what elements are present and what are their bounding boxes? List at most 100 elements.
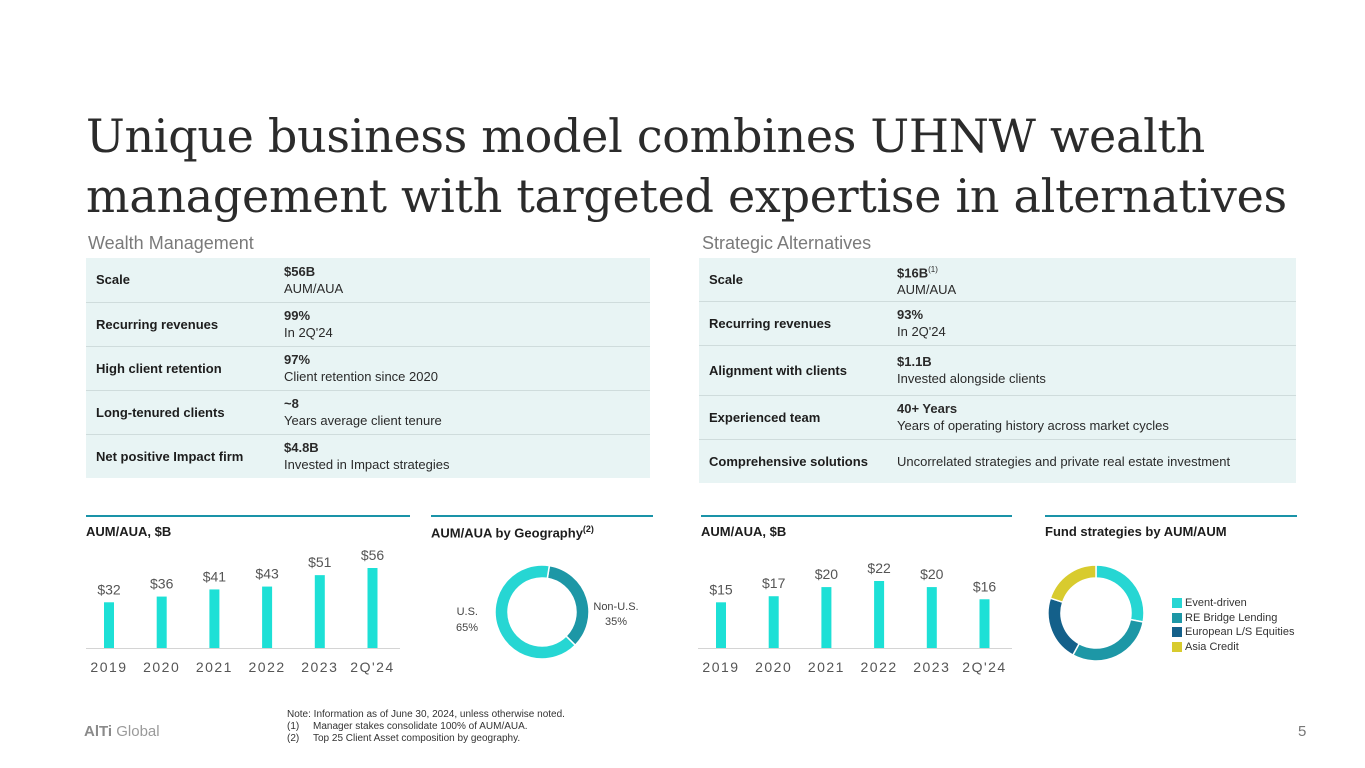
wealth-metrics-table: Scale $56B AUM/AUA Recurring revenues 99% In … <box>86 258 650 478</box>
sa-fund-slice <box>1049 564 1097 604</box>
wealth-row-value-cell: $4.8B Invested in Impact strategies <box>283 434 650 478</box>
footnote-2: (2) Top 25 Client Asset composition by ge… <box>287 733 565 745</box>
sa-fund-legend-swatch <box>1172 627 1182 638</box>
wealth-row-value: $4.8B <box>284 440 319 456</box>
sa-fund-legend-swatch <box>1172 598 1182 609</box>
wm-aum-category-label: 2021 <box>196 659 233 675</box>
wm-aum-category-label: 2020 <box>143 659 180 675</box>
sa-aum-bar <box>716 602 726 648</box>
wm-geo-label-non-us: Non-U.S. <box>593 601 638 613</box>
wm-aum-bar <box>104 602 114 648</box>
sa-fund-legend-label: European L/S Equities <box>1185 626 1295 639</box>
sa-fund-chart-title: Fund strategies by AUM/AUM <box>1045 515 1297 539</box>
alternatives-row-key: Alignment with clients <box>699 345 896 396</box>
sa-aum-chart-title: AUM/AUA, $B <box>701 515 1012 539</box>
footnote-1-text: Manager stakes consolidate 100% of AUM/A… <box>313 721 528 732</box>
sa-fund-slice <box>1071 618 1145 662</box>
wealth-row-subtext: Client retention since 2020 <box>284 369 438 384</box>
alternatives-row: Recurring revenues 93% In 2Q'24 <box>699 301 1296 346</box>
alternatives-row: Alignment with clients $1.1B Invested alon… <box>699 345 1296 396</box>
sa-fund-slice <box>1095 564 1145 623</box>
wealth-row-value: 97% <box>284 352 311 367</box>
sa-aum-data-label: $15 <box>709 581 733 597</box>
alternatives-row-subtext: AUM/AUA <box>897 281 957 297</box>
alternatives-row-key: Comprehensive solutions <box>709 453 868 469</box>
wealth-row-value: ~8 <box>284 396 299 411</box>
wm-aum-category-label: 2022 <box>249 659 286 675</box>
sa-aum-category-label: 2022 <box>861 659 898 675</box>
wm-aum-data-label: $51 <box>308 554 332 570</box>
wealth-row-subtext: In 2Q'24 <box>284 325 333 340</box>
wealth-row: Scale $56B AUM/AUA <box>86 258 650 303</box>
alternatives-row-value: $1.1B <box>897 354 932 369</box>
sa-aum-category-label: 2023 <box>913 659 950 675</box>
alternatives-row-footnote-ref: (1) <box>928 264 938 274</box>
alternatives-row-value-cell: 40+ Years Years of operating history acro… <box>896 395 1296 440</box>
page-title-line-2: management with targeted expertise in al… <box>86 169 1287 223</box>
sa-aum-category-label: 2Q'24 <box>962 659 1006 675</box>
wm-geo-slice <box>494 564 577 660</box>
alternatives-row-key: Recurring revenues <box>699 301 896 346</box>
sa-fund-legend-item: Asia Credit <box>1172 640 1294 655</box>
alternatives-row-key: Experienced team <box>699 395 896 440</box>
wm-geo-value-us: 65% <box>456 622 478 634</box>
wealth-row-value: $56B <box>284 263 316 279</box>
wealth-row-key: Recurring revenues <box>86 302 283 347</box>
sa-fund-legend-label: RE Bridge Lending <box>1185 611 1278 624</box>
wealth-row-subtext: Years average client tenure <box>284 413 442 428</box>
wealth-row-value-cell: $56B AUM/AUA <box>283 258 650 303</box>
wealth-row: Long-tenured clients ~8 Years average clie… <box>86 390 650 435</box>
strategic-alternatives-heading: Strategic Alternatives <box>702 233 872 253</box>
wealth-row-subtext: AUM/AUA <box>284 280 344 296</box>
page-title: Unique business model combines UHNW weal… <box>86 106 1346 226</box>
wealth-row: Recurring revenues 99% In 2Q'24 <box>86 302 650 347</box>
wealth-row-subtext: Invested in Impact strategies <box>284 457 450 473</box>
alternatives-metrics-table: Scale $16B(1) AUM/AUA Recurring revenues 93%… <box>699 258 1296 483</box>
sa-aum-category-label: 2021 <box>808 659 845 675</box>
sa-aum-bar <box>874 581 885 648</box>
logo-bold: AlTi <box>84 723 113 740</box>
page-number: 5 <box>1298 723 1307 740</box>
wealth-row-value-cell: 97% Client retention since 2020 <box>283 346 650 391</box>
alternatives-row-value-cell: Uncorrelated strategies and private real… <box>896 439 1296 483</box>
wm-geo-value-non-us: 35% <box>605 616 627 628</box>
alternatives-row-value: $16B <box>897 264 929 280</box>
sa-aum-data-label: $20 <box>815 566 839 582</box>
alternatives-row-value-cell: $16B(1) AUM/AUA <box>896 258 1296 302</box>
wealth-row: Net positive Impact firm $4.8B Invested in… <box>86 434 650 478</box>
alternatives-row-subtext: In 2Q'24 <box>897 324 946 339</box>
wealth-row-value-cell: 99% In 2Q'24 <box>283 302 650 347</box>
wm-aum-category-label: 2Q'24 <box>350 659 394 675</box>
wm-aum-chart-title: AUM/AUA, $B <box>86 515 410 539</box>
sa-fund-slice <box>1047 597 1081 657</box>
sa-fund-legend-item: RE Bridge Lending <box>1172 611 1294 626</box>
alternatives-row-subtext: Invested alongside clients <box>897 371 1046 386</box>
sa-fund-legend: Event-driven RE Bridge Lending European L/… <box>1172 596 1294 654</box>
alternatives-row-subtext: Years of operating history across market… <box>897 418 1169 433</box>
wm-geo-footnote-ref: (2) <box>582 524 594 534</box>
wealth-row-value-cell: ~8 Years average client tenure <box>283 390 650 435</box>
wealth-management-heading: Wealth Management <box>88 233 254 253</box>
alti-global-logo: AlTi Global <box>84 723 160 740</box>
sa-aum-data-label: $22 <box>867 560 891 576</box>
sa-fund-legend-swatch <box>1172 612 1182 623</box>
sa-aum-data-label: $17 <box>762 575 786 591</box>
sa-aum-data-label: $20 <box>920 566 944 582</box>
wm-geo-donut-chart: U.S. 65% Non-U.S. 35% <box>456 564 639 660</box>
sa-aum-bar <box>979 599 990 648</box>
footnotes: Note: Information as of June 30, 2024, u… <box>287 709 565 745</box>
wm-geo-chart-title: AUM/AUA by Geography(2) <box>431 515 653 540</box>
wm-aum-data-label: $36 <box>150 576 174 592</box>
alternatives-row: Experienced team 40+ Years Years of operat… <box>699 395 1296 440</box>
footnote-main: Note: Information as of June 30, 2024, u… <box>287 709 565 720</box>
footnote-2-num: (2) <box>287 733 300 744</box>
wealth-row-value: 99% <box>284 308 311 323</box>
alternatives-row-subtext: Uncorrelated strategies and private real… <box>897 453 1231 469</box>
wm-aum-data-label: $43 <box>255 566 279 582</box>
sa-fund-legend-item: Event-driven <box>1172 596 1294 611</box>
wm-aum-category-label: 2019 <box>90 659 127 675</box>
wm-aum-data-label: $56 <box>361 547 385 563</box>
wm-aum-bar <box>262 586 273 648</box>
wm-aum-chart-title-text: AUM/AUA, $B <box>86 524 172 539</box>
wealth-row: High client retention 97% Client retention… <box>86 346 650 391</box>
